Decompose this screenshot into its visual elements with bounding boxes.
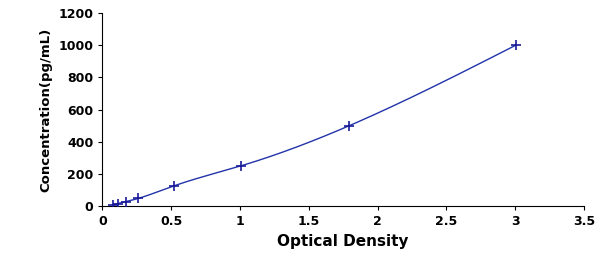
Y-axis label: Concentration(pg/mL): Concentration(pg/mL)	[40, 27, 53, 192]
Point	[134, 196, 143, 200]
Point	[108, 203, 118, 207]
Point	[113, 201, 123, 206]
Point	[510, 43, 520, 48]
Point	[237, 164, 246, 168]
X-axis label: Optical Density: Optical Density	[278, 233, 409, 248]
Point	[122, 200, 131, 204]
Point	[345, 124, 355, 128]
Point	[169, 184, 179, 188]
